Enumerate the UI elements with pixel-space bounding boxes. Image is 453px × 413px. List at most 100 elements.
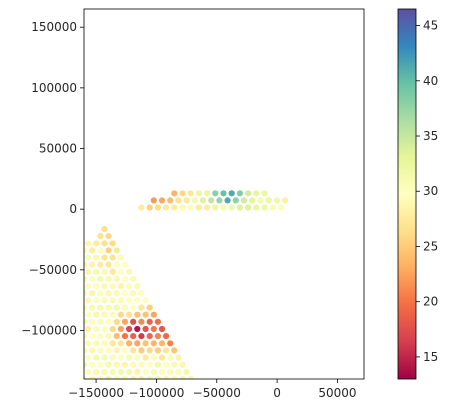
data-point <box>134 297 141 304</box>
data-point <box>85 325 92 333</box>
data-point <box>158 368 166 375</box>
data-point <box>109 268 116 275</box>
data-point <box>240 197 248 204</box>
data-point <box>171 347 178 354</box>
data-point <box>171 190 178 197</box>
data-point <box>150 197 157 204</box>
data-point <box>101 268 108 275</box>
data-point <box>85 354 92 361</box>
data-point <box>105 275 112 283</box>
data-point <box>121 275 129 283</box>
data-point <box>109 240 116 247</box>
data-point <box>121 290 129 297</box>
data-point <box>84 261 88 268</box>
data-point <box>85 254 92 261</box>
data-point <box>101 368 108 375</box>
data-point <box>126 311 133 318</box>
data-point <box>113 333 120 340</box>
data-point <box>84 304 88 311</box>
data-point <box>121 347 129 354</box>
data-point <box>89 375 96 379</box>
data-point <box>117 283 124 290</box>
data-point <box>253 204 260 211</box>
data-point <box>93 240 100 247</box>
data-point <box>138 318 145 325</box>
data-point <box>101 340 108 347</box>
data-point <box>85 368 92 375</box>
data-point <box>245 190 252 197</box>
data-point <box>89 318 96 325</box>
data-point <box>109 368 116 375</box>
data-point <box>146 347 153 354</box>
data-point <box>105 233 112 240</box>
plot-frame <box>83 8 365 380</box>
data-point <box>93 325 100 333</box>
x-tick-label: 0 <box>273 386 281 400</box>
data-point <box>150 311 157 318</box>
data-point <box>105 375 112 379</box>
data-point <box>150 325 157 333</box>
data-point <box>171 361 178 368</box>
data-points <box>84 190 289 379</box>
data-point <box>85 283 92 290</box>
data-point <box>117 311 124 318</box>
data-point <box>121 361 129 368</box>
data-point <box>269 204 276 211</box>
data-point <box>167 368 174 375</box>
data-point <box>126 283 133 290</box>
data-point <box>134 354 141 361</box>
colorbar-tick-label: 40 <box>423 74 438 88</box>
data-point <box>158 354 166 361</box>
data-point <box>228 204 235 211</box>
data-point <box>89 275 96 283</box>
data-point <box>167 340 174 347</box>
data-point <box>85 268 92 275</box>
data-point <box>253 190 260 197</box>
data-point <box>84 361 88 368</box>
data-point <box>261 204 268 211</box>
data-point <box>101 354 108 361</box>
data-point <box>109 325 116 333</box>
data-point <box>89 347 96 354</box>
data-point <box>89 333 96 340</box>
data-point <box>97 318 104 325</box>
data-point <box>163 361 170 368</box>
data-point <box>121 261 129 268</box>
data-point <box>179 204 186 211</box>
data-point <box>236 190 243 197</box>
data-point <box>212 204 219 211</box>
data-point <box>146 375 153 379</box>
data-point <box>109 254 116 261</box>
data-point <box>146 318 153 325</box>
colorbar-tick-label: 30 <box>423 184 438 198</box>
data-point <box>97 333 104 340</box>
data-point <box>126 297 133 304</box>
data-point <box>101 225 108 233</box>
y-tick-label: 50000 <box>39 142 77 156</box>
colorbar-axis: 15 20 25 30 35 40 45 <box>416 19 438 364</box>
data-point <box>89 247 96 254</box>
data-point <box>117 354 124 361</box>
data-point <box>121 318 129 325</box>
data-point <box>228 190 235 197</box>
data-point <box>105 347 112 354</box>
data-point <box>113 290 120 297</box>
data-point <box>212 190 219 197</box>
data-point <box>89 290 96 297</box>
data-point <box>101 325 108 333</box>
data-point <box>195 204 202 211</box>
data-point <box>204 190 211 197</box>
data-point <box>97 247 104 254</box>
data-point <box>121 333 129 340</box>
data-point <box>117 368 124 375</box>
data-point <box>171 375 178 379</box>
colorbar-tick-label: 35 <box>423 129 438 143</box>
data-point <box>191 197 198 204</box>
data-point <box>277 204 285 211</box>
data-point <box>97 361 104 368</box>
data-point <box>142 311 149 318</box>
data-point <box>109 311 116 318</box>
data-point <box>101 254 108 261</box>
data-point <box>134 368 141 375</box>
